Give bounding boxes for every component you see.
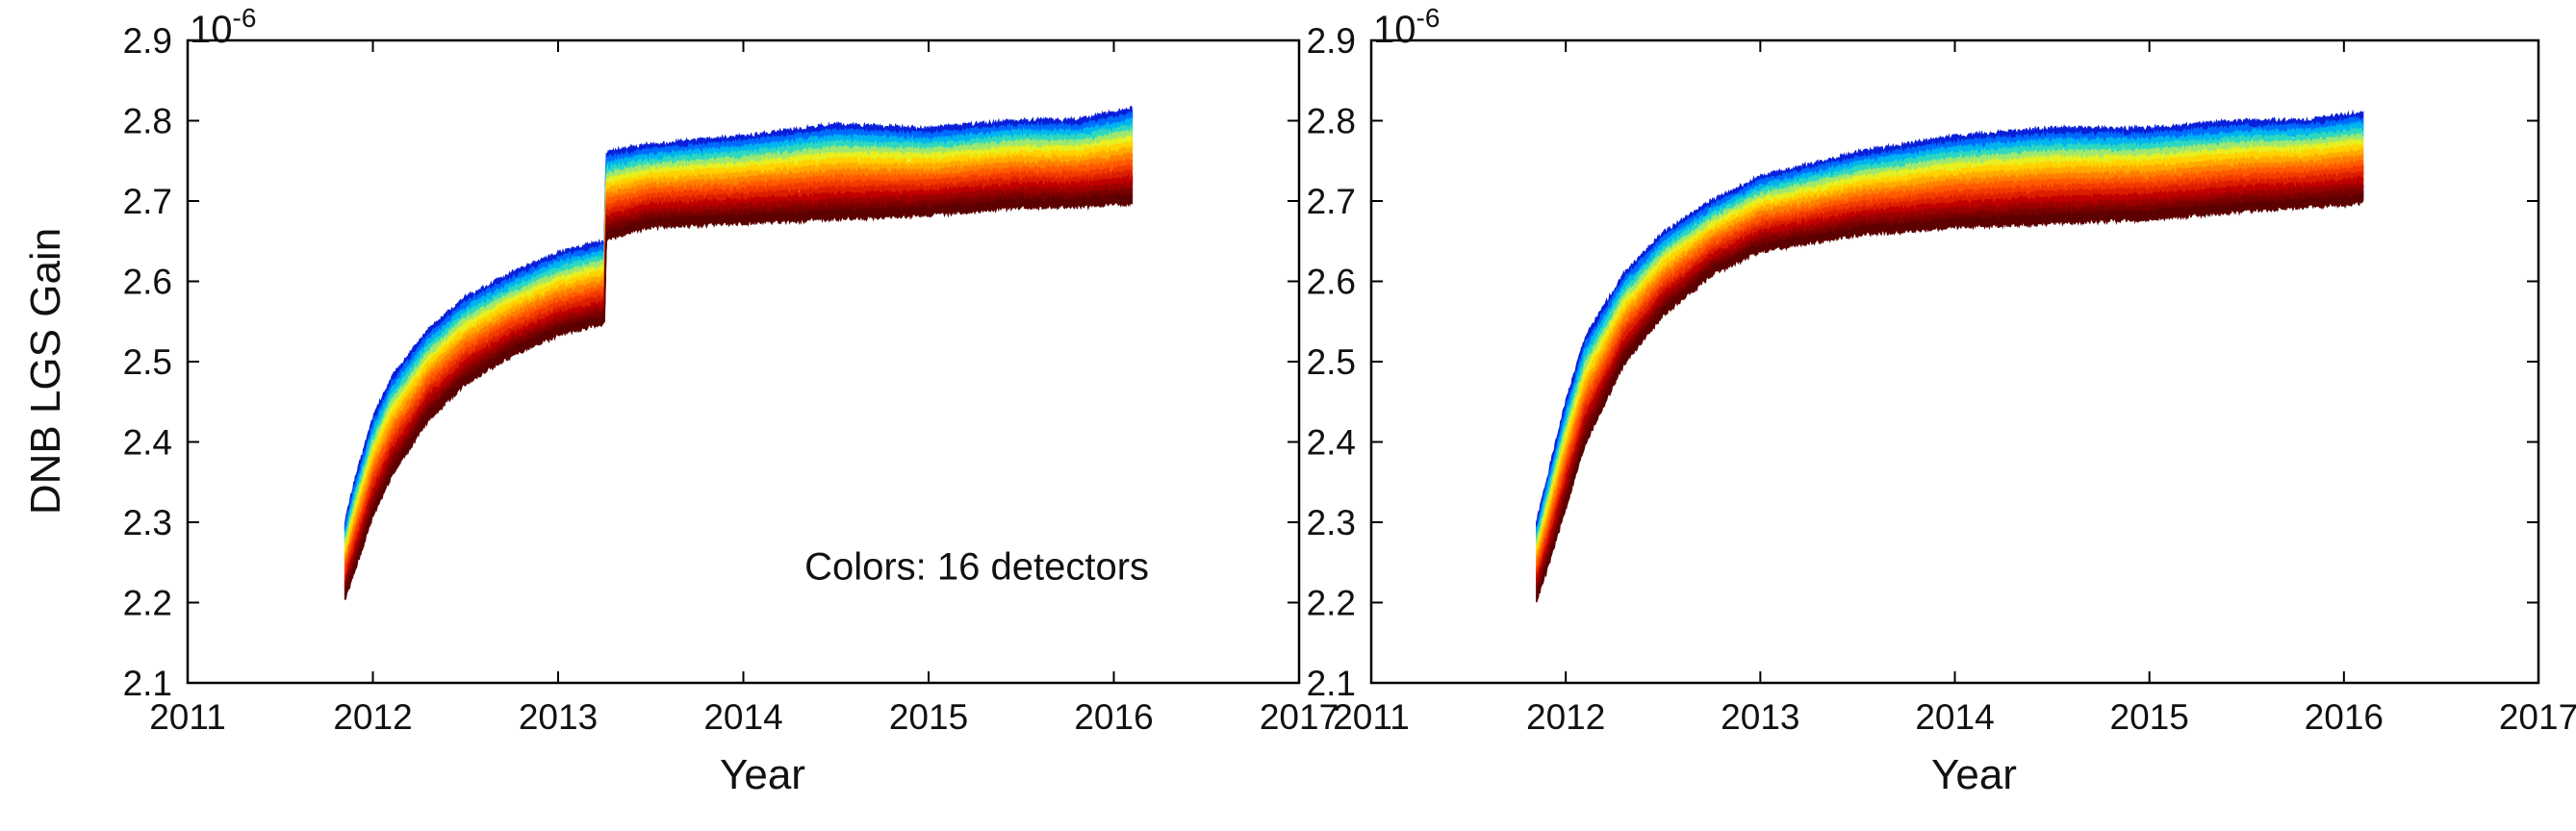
p1-x-tick-label-2014: 2014 <box>1915 697 1994 737</box>
p0-y-tick-label-2.6: 2.6 <box>123 263 172 302</box>
p1-y-tick-label-2.9: 2.9 <box>1307 21 1356 61</box>
p1-y-multiplier: 10-6 <box>1373 3 1440 51</box>
p1-y-tick-label-2.3: 2.3 <box>1307 503 1356 542</box>
right-panel: 2011 2012 2013 2014 2015 2016 2017 2.1 2.2 2.3 2.4… <box>1307 3 2576 798</box>
p1-y-tick-label-2.7: 2.7 <box>1307 182 1356 221</box>
p1-x-tick-label-2017: 2017 <box>2499 697 2576 737</box>
p0-y-axis-label: DNB LGS Gain <box>22 228 69 515</box>
p1-x-axis-label: Year <box>1931 751 2017 798</box>
p1-y-tick-label-2.2: 2.2 <box>1307 584 1356 623</box>
p1-x-tick-label-2012: 2012 <box>1526 697 1605 737</box>
p1-y-tick-label-2.5: 2.5 <box>1307 342 1356 382</box>
p0-y-tick-label-2.8: 2.8 <box>123 102 172 141</box>
p0-x-tick-label-2012: 2012 <box>333 697 412 737</box>
p1-x-tick-label-2015: 2015 <box>2110 697 2189 737</box>
p1-detector-16-series <box>1536 190 2364 603</box>
p1-detector-bands <box>1536 109 2364 603</box>
p0-annotation-colors: Colors: 16 detectors <box>804 546 1149 589</box>
p0-y-tick-label-2.2: 2.2 <box>123 584 172 623</box>
p1-y-tick-label-2.8: 2.8 <box>1307 102 1356 141</box>
p0-detector-16-series <box>344 191 1134 600</box>
p0-x-tick-label-2016: 2016 <box>1074 697 1153 737</box>
p0-x-tick-label-2013: 2013 <box>519 697 598 737</box>
p0-y-multiplier: 10-6 <box>190 3 256 51</box>
p0-x-axis-label: Year <box>720 751 805 798</box>
left-panel: 2011 2012 2013 2014 2015 2016 2017 2.1 2.2 2.3 2.4… <box>22 3 1339 798</box>
p1-x-tick-label-2011: 2011 <box>1333 697 1410 737</box>
p0-x-tick-label-2015: 2015 <box>889 697 968 737</box>
p1-y-tick-label-2.1: 2.1 <box>1307 664 1356 703</box>
p0-y-tick-label-2.3: 2.3 <box>123 503 172 542</box>
p0-x-tick-label-2014: 2014 <box>703 697 782 737</box>
p0-y-tick-label-2.4: 2.4 <box>123 423 172 463</box>
p1-x-tick-label-2013: 2013 <box>1721 697 1799 737</box>
p0-x-tick-label-2011: 2011 <box>149 697 226 737</box>
p1-y-tick-label-2.6: 2.6 <box>1307 263 1356 302</box>
p0-y-tick-label-2.9: 2.9 <box>123 21 172 61</box>
p0-y-tick-label-2.5: 2.5 <box>123 342 172 382</box>
p0-y-tick-label-2.1: 2.1 <box>123 664 172 703</box>
p1-x-tick-label-2016: 2016 <box>2305 697 2384 737</box>
p1-y-tick-label-2.4: 2.4 <box>1307 423 1356 463</box>
p0-y-tick-label-2.7: 2.7 <box>123 182 172 221</box>
p0-x-tick-label-2017: 2017 <box>1260 697 1339 737</box>
p0-detector-bands <box>344 105 1134 600</box>
